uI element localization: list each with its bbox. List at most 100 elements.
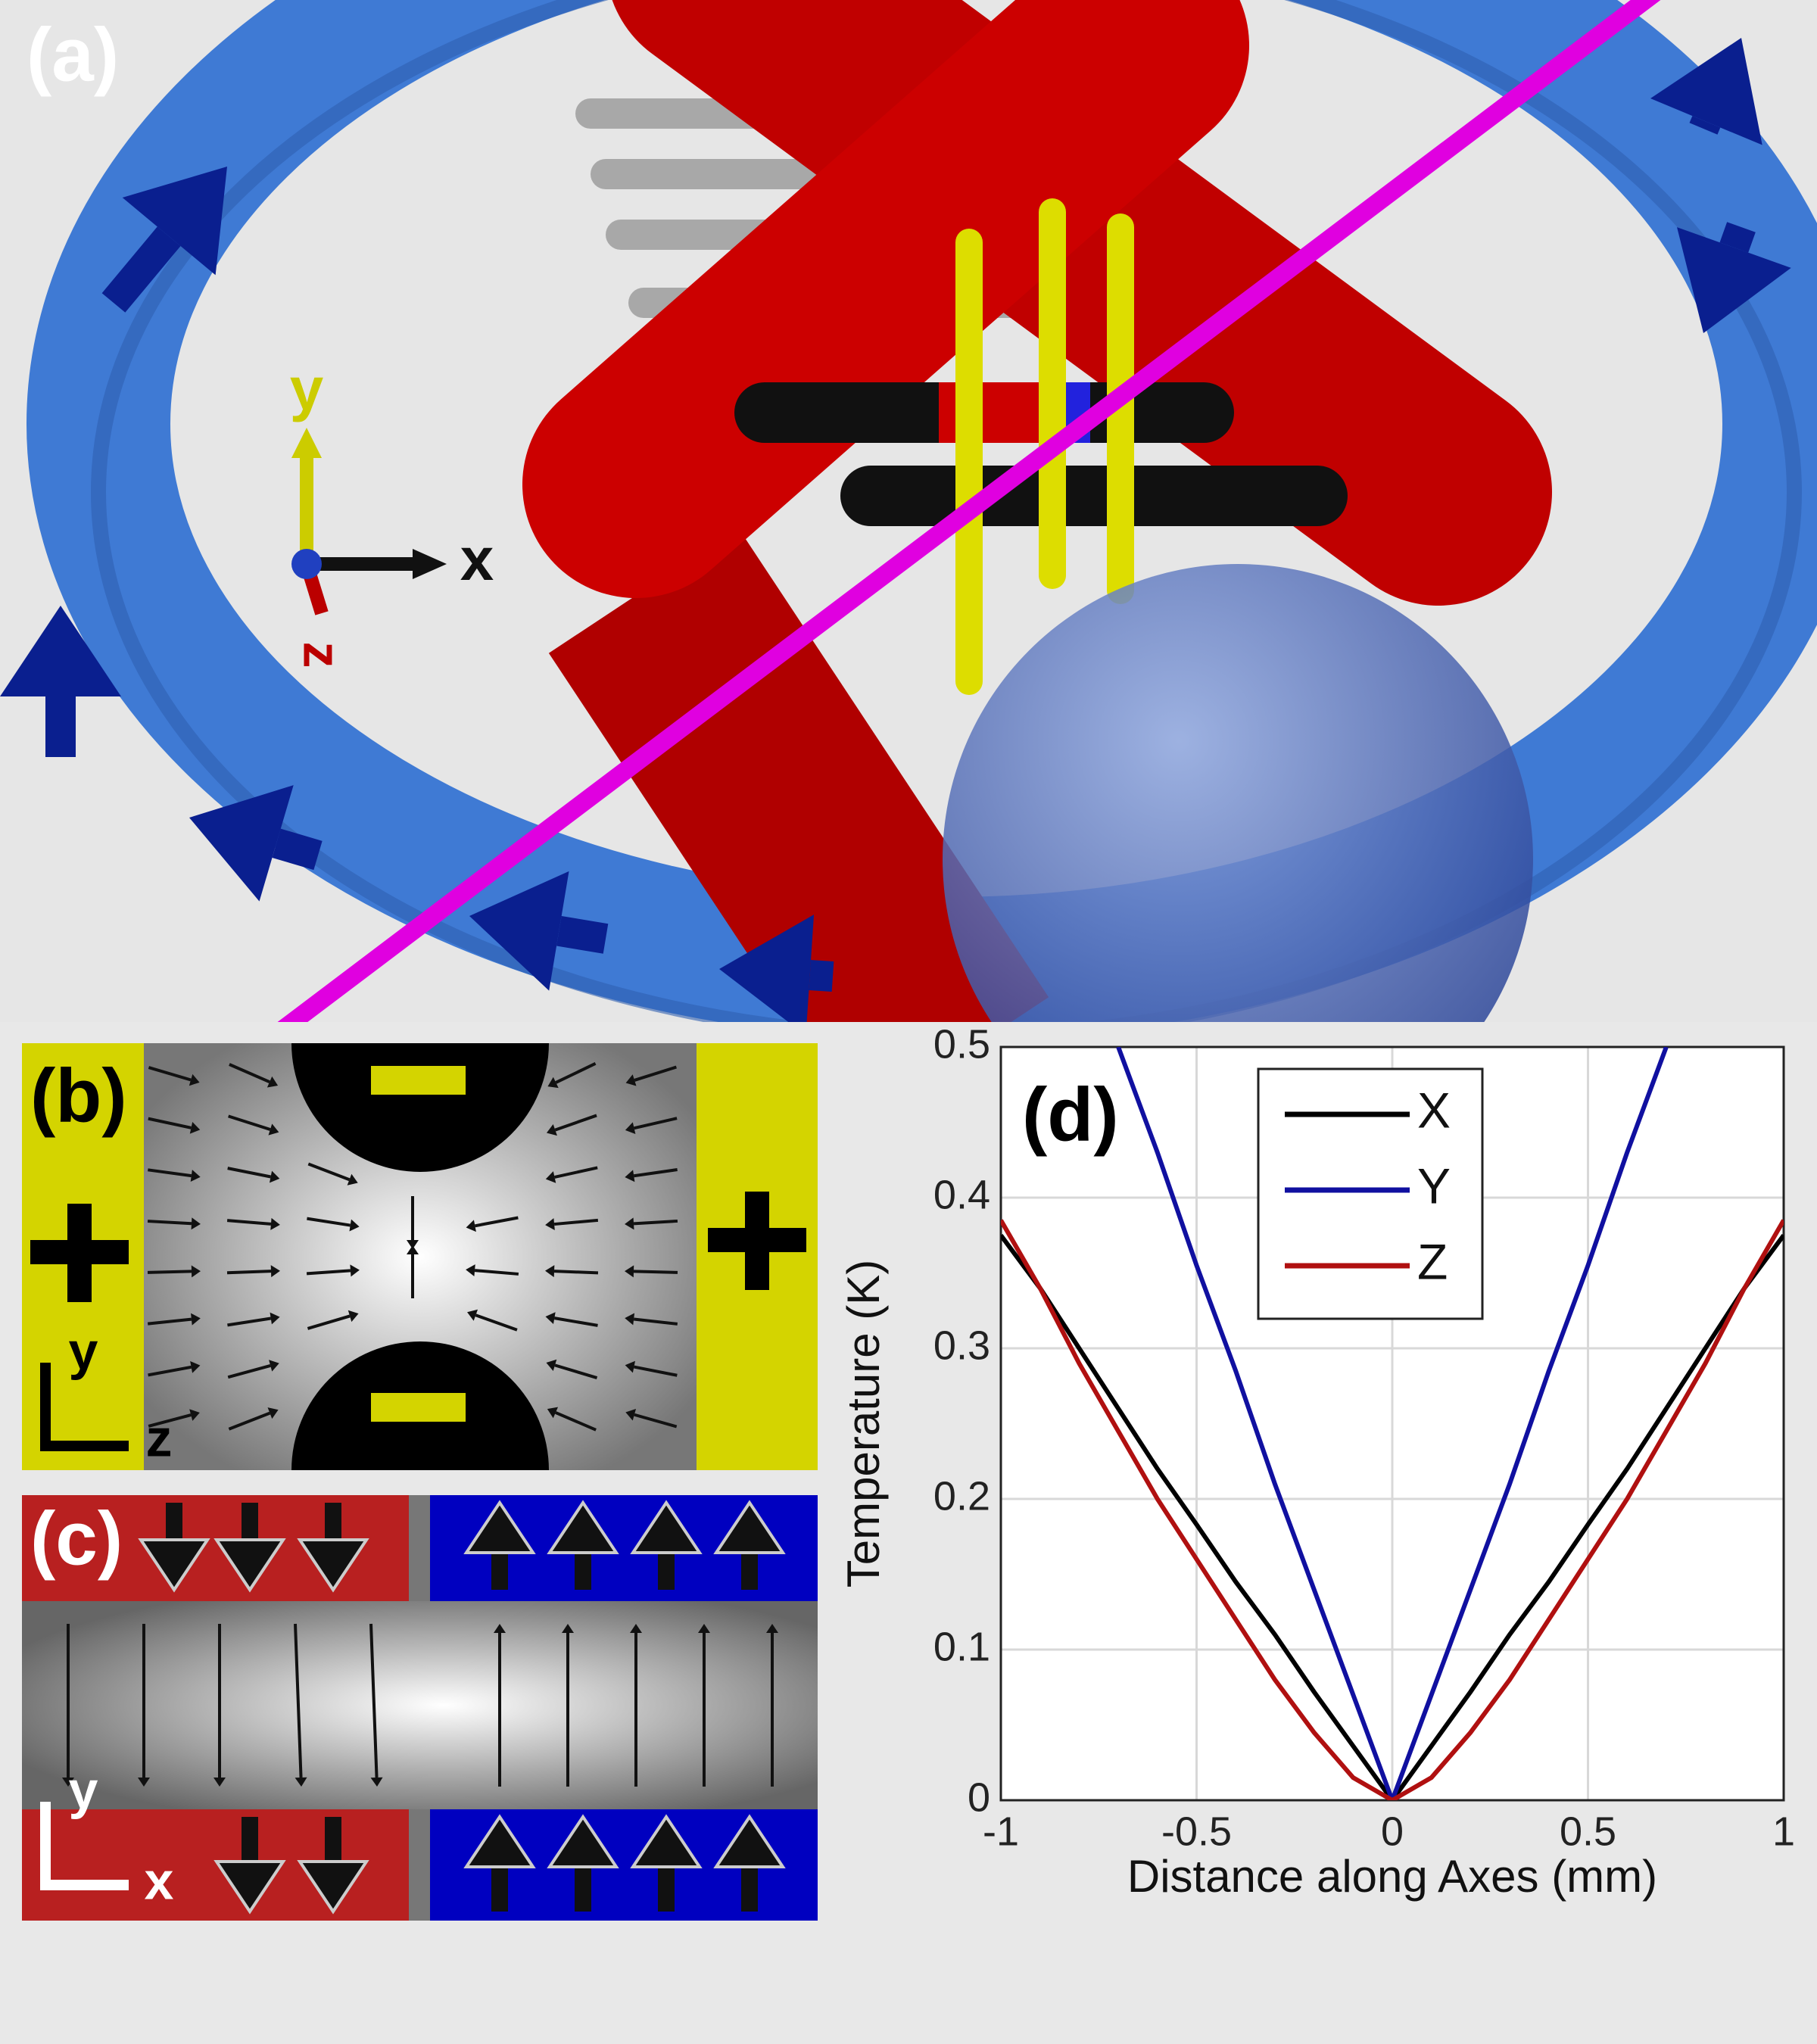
field-arrow xyxy=(228,1411,271,1431)
field-arrow-head xyxy=(466,1220,476,1232)
field-arrow-head xyxy=(713,1814,786,1868)
axis-label: y xyxy=(69,1321,98,1380)
field-arrow-head xyxy=(213,1778,226,1787)
field-arrow xyxy=(555,1062,597,1084)
y-tick-label: 0.2 xyxy=(933,1473,990,1519)
field-arrow-head xyxy=(270,1265,280,1278)
field-arrow-head xyxy=(270,1217,280,1230)
field-arrow xyxy=(554,1114,597,1132)
field-arrow xyxy=(148,1066,192,1082)
field-arrow xyxy=(1719,222,1756,253)
axis-label: z xyxy=(146,1408,173,1467)
field-arrow-head xyxy=(630,1814,703,1868)
field-arrow xyxy=(634,1117,678,1130)
field-arrow-head xyxy=(0,606,121,696)
field-arrow-head xyxy=(630,1500,703,1554)
field-arrow-head xyxy=(1650,38,1762,145)
field-arrow xyxy=(634,1065,677,1082)
field-arrow xyxy=(148,1413,192,1428)
field-arrow xyxy=(226,1270,272,1275)
axis-label: x xyxy=(460,525,494,593)
axis-label: x xyxy=(145,1851,174,1910)
field-arrow-head xyxy=(213,1538,286,1593)
y-axis-label: Temperature (K) xyxy=(838,1260,889,1588)
field-arrow xyxy=(227,1364,271,1379)
field-arrow-head xyxy=(62,1778,74,1787)
x-tick-label: 0 xyxy=(1381,1809,1404,1854)
field-arrow xyxy=(555,1411,597,1432)
field-arrow-head xyxy=(1677,227,1791,333)
field-arrow-head xyxy=(267,1407,279,1419)
field-arrow xyxy=(227,1167,271,1179)
field-arrow xyxy=(147,1317,192,1326)
field-arrow-head xyxy=(270,1312,280,1325)
field-arrow-head xyxy=(213,1860,286,1915)
y-tick-label: 0 xyxy=(968,1774,990,1820)
field-arrow xyxy=(553,1270,599,1275)
field-arrow-head xyxy=(545,1171,556,1183)
field-arrow-head xyxy=(713,1500,786,1554)
series-group xyxy=(1001,1047,1784,1800)
field-arrow-head xyxy=(625,1122,636,1134)
data-line xyxy=(1001,1219,1784,1800)
field-arrow-head xyxy=(269,1170,280,1183)
field-arrow-head xyxy=(546,1359,557,1372)
x-tick-label: -1 xyxy=(983,1809,1019,1854)
field-arrow xyxy=(633,1219,678,1226)
field-arrow xyxy=(553,1218,599,1226)
field-arrow xyxy=(475,1313,518,1332)
field-arrow-head xyxy=(494,1624,506,1633)
field-arrow xyxy=(148,1117,192,1129)
field-arrow-head xyxy=(547,1814,619,1868)
field-arrow-head xyxy=(546,1124,557,1136)
field-arrow xyxy=(634,1365,678,1377)
field-arrow-head xyxy=(347,1173,358,1186)
field-arrow-head xyxy=(348,1310,359,1323)
field-arrow-head xyxy=(191,1217,201,1230)
field-arrow-head xyxy=(766,1624,778,1633)
field-arrow xyxy=(307,1314,351,1330)
field-arrow xyxy=(307,1217,351,1227)
field-arrow xyxy=(148,1365,192,1377)
field-arrow xyxy=(556,916,609,954)
field-arrow xyxy=(228,1114,271,1131)
field-arrow-head xyxy=(297,1538,369,1593)
field-arrow xyxy=(229,1063,270,1084)
data-line xyxy=(1001,1233,1784,1800)
field-arrow-head xyxy=(349,1219,360,1232)
panel-a: (a) y x z xyxy=(0,0,1817,1022)
field-arrow-head xyxy=(190,1360,201,1373)
field-arrow xyxy=(272,828,323,871)
field-arrow-head xyxy=(191,1313,201,1326)
data-line xyxy=(1116,1047,1669,1800)
axis-label: y xyxy=(290,355,324,422)
field-arrow xyxy=(307,1162,351,1182)
field-arrow-head xyxy=(370,1777,383,1787)
field-arrow xyxy=(634,1413,678,1429)
x-axis-label: Distance along Axes (mm) xyxy=(1127,1851,1657,1902)
field-arrow-head xyxy=(463,1814,536,1868)
field-arrow-head xyxy=(189,1122,201,1134)
field-arrow xyxy=(226,1219,272,1226)
panel-label: (b) xyxy=(30,1053,127,1138)
field-arrow xyxy=(306,1269,351,1276)
field-arrow xyxy=(554,1363,598,1379)
field-arrow-head xyxy=(630,1624,642,1633)
field-arrow-head xyxy=(297,1860,369,1915)
field-arrow xyxy=(294,1623,303,1778)
field-arrow-head xyxy=(190,1170,201,1182)
field-arrow xyxy=(633,1168,678,1178)
field-arrow-head xyxy=(545,1265,555,1278)
field-arrow-head xyxy=(625,1313,635,1326)
field-arrow-head xyxy=(547,1500,619,1554)
field-arrow-head xyxy=(562,1624,574,1633)
field-arrow xyxy=(369,1623,379,1778)
field-arrow xyxy=(1689,116,1721,135)
field-arrow-head xyxy=(191,1265,201,1278)
panel-c: (c) y x xyxy=(22,1495,818,1921)
field-arrow-head xyxy=(268,1123,279,1136)
field-arrow-head xyxy=(545,1218,555,1231)
axis-label: y xyxy=(69,1760,98,1819)
field-arrow-head xyxy=(625,1170,635,1182)
field-arrow-head xyxy=(467,1309,478,1321)
